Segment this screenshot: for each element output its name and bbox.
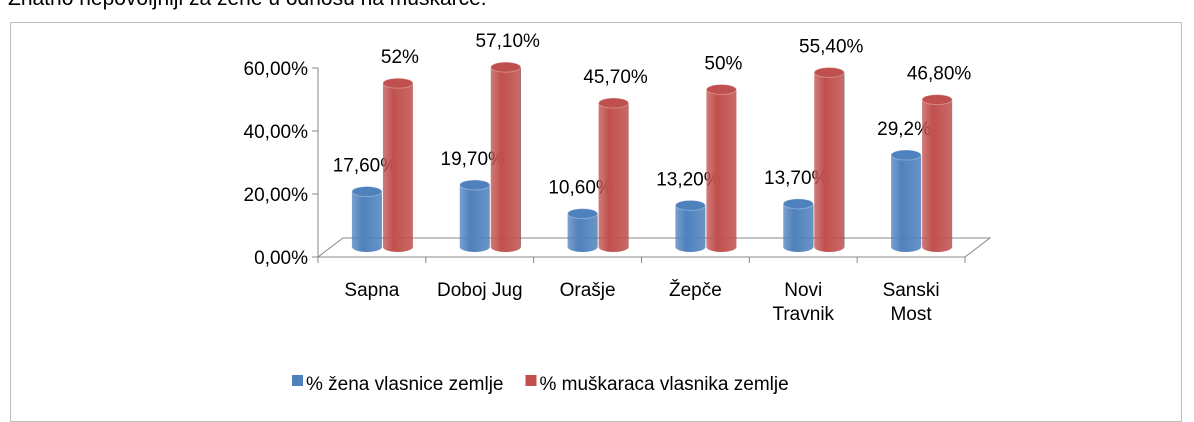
data-label: 46,80% bbox=[907, 64, 972, 85]
bar bbox=[783, 203, 814, 252]
bar bbox=[891, 155, 922, 252]
bar-top bbox=[705, 84, 737, 95]
legend-label: % žena vlasnice zemlje bbox=[306, 374, 503, 395]
x-tick-label: Novi Travnik bbox=[772, 280, 835, 325]
data-label: 45,70% bbox=[583, 67, 648, 88]
x-tick-label: Orašje bbox=[559, 280, 616, 301]
data-label: 52% bbox=[381, 47, 419, 68]
bar-top bbox=[813, 66, 845, 78]
bar bbox=[459, 184, 490, 252]
data-label: 13,20% bbox=[656, 169, 721, 190]
x-tick-label: Žepče bbox=[669, 280, 722, 301]
bar-top bbox=[382, 77, 414, 89]
bar-top bbox=[674, 199, 706, 211]
y-tick-label: 20,00% bbox=[244, 185, 309, 206]
x-tick-label: Doboj Jug bbox=[436, 280, 523, 301]
x-tick-label: Sapna bbox=[344, 280, 400, 301]
legend-swatch bbox=[292, 375, 303, 386]
data-label: 29,2% bbox=[877, 119, 931, 140]
bar bbox=[675, 205, 706, 252]
data-label: 10,60% bbox=[548, 178, 613, 199]
x-tick-label: Sanski Most bbox=[882, 280, 940, 325]
bar-top bbox=[890, 149, 922, 161]
y-tick-label: 60,00% bbox=[244, 59, 309, 80]
bar bbox=[567, 213, 598, 252]
data-label: 50% bbox=[704, 54, 742, 75]
data-label: 17,60% bbox=[333, 156, 398, 177]
bar bbox=[351, 191, 382, 252]
bar-top bbox=[598, 97, 630, 109]
bar bbox=[814, 72, 845, 253]
y-tick-label: 0,00% bbox=[254, 248, 308, 269]
bar-top bbox=[459, 179, 491, 191]
bar-top bbox=[567, 208, 599, 220]
bar-top bbox=[351, 186, 383, 198]
bar-top bbox=[921, 94, 953, 106]
y-tick-label: 40,00% bbox=[244, 122, 309, 143]
bar bbox=[490, 67, 521, 252]
data-label: 19,70% bbox=[441, 149, 506, 170]
bar-top bbox=[782, 198, 814, 210]
bar bbox=[382, 83, 413, 252]
caption: Znatno nepovoljniji za žene u odnosu na … bbox=[8, 0, 487, 11]
data-label: 55,40% bbox=[799, 36, 864, 57]
bar bbox=[706, 89, 737, 252]
bar-top bbox=[490, 61, 522, 73]
data-label: 13,70% bbox=[764, 168, 829, 189]
data-label: 57,10% bbox=[476, 31, 541, 52]
floor bbox=[316, 237, 992, 258]
bar bbox=[922, 99, 953, 252]
bar bbox=[598, 103, 629, 252]
legend-label: % muškaraca vlasnika zemlje bbox=[539, 374, 788, 395]
legend-swatch bbox=[525, 375, 537, 386]
